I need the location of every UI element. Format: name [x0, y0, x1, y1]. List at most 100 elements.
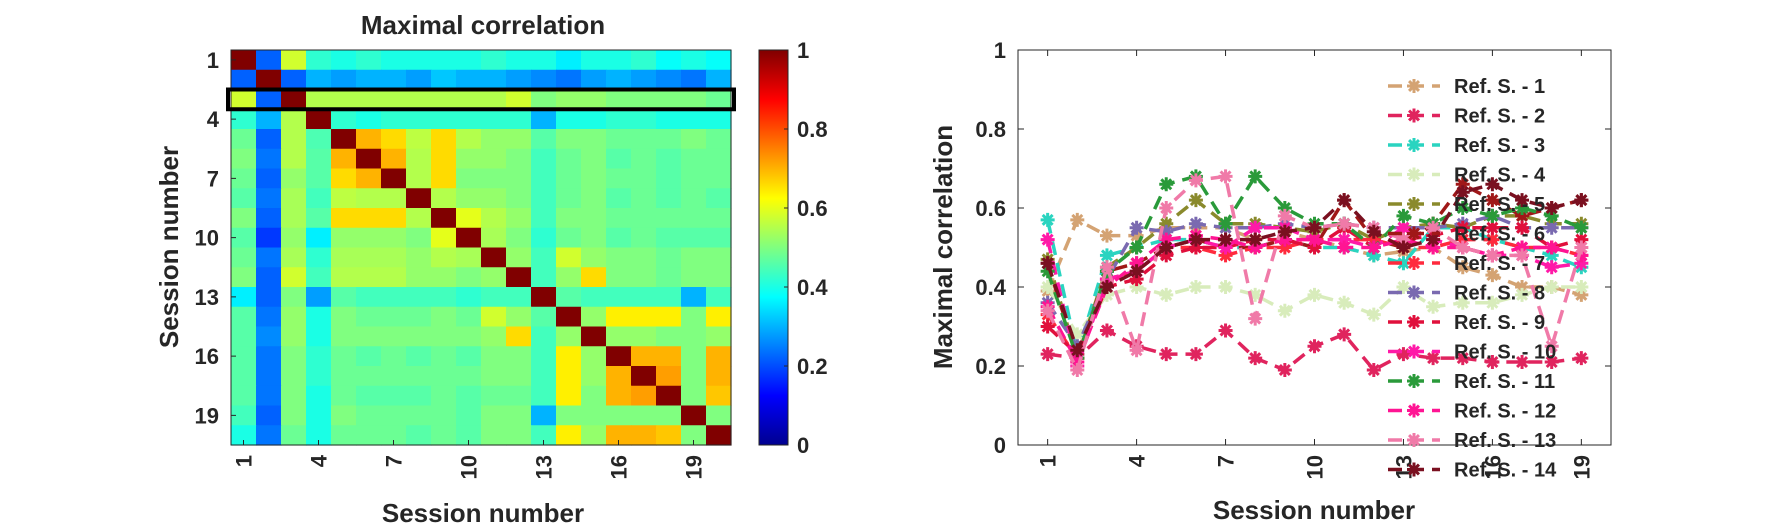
heatmap-cell	[231, 227, 257, 249]
line-point-marker	[1455, 260, 1470, 275]
heatmap-cell	[256, 188, 282, 209]
heatmap-y-tick-label: 1	[207, 48, 219, 73]
heatmap-y-tick-label: 19	[195, 403, 219, 428]
heatmap-cell	[531, 129, 557, 150]
heatmap-cell	[356, 405, 382, 426]
line-y-tick-label: 0	[994, 433, 1006, 458]
legend-label: Ref. S. - 14	[1454, 460, 1557, 482]
heatmap-cell	[306, 50, 332, 71]
heatmap-cell	[381, 306, 407, 328]
heatmap-cell	[606, 227, 632, 249]
line-point-marker	[1407, 108, 1421, 123]
line-point-marker	[1307, 339, 1322, 354]
legend-label: Ref. S. - 8	[1454, 283, 1545, 305]
heatmap-cell	[331, 129, 357, 150]
heatmap-cell	[331, 405, 357, 426]
heatmap-x-ticks: 1 4 7 10 13 16 19	[232, 440, 707, 479]
heatmap-cell	[231, 405, 257, 426]
heatmap-cell	[306, 208, 332, 229]
heatmap-cell	[506, 109, 532, 130]
heatmap-cell	[681, 50, 707, 71]
heatmap-cell	[256, 227, 282, 249]
line-x-tick-label: 10	[1303, 455, 1328, 479]
line-x-label: Session number	[1213, 495, 1415, 525]
line-point-marker	[1426, 351, 1441, 366]
heatmap-cell	[506, 89, 532, 110]
line-point-marker	[1366, 232, 1381, 247]
heatmap-cell	[256, 129, 282, 150]
heatmap-cell	[431, 227, 457, 249]
line-point-marker	[1574, 220, 1589, 235]
heatmap-cell	[706, 69, 732, 91]
heatmap-cell	[606, 69, 632, 91]
heatmap-cell	[581, 346, 607, 367]
heatmap-x-tick-label: 10	[457, 455, 482, 479]
heatmap-cell	[231, 306, 257, 328]
heatmap-cell	[456, 168, 482, 189]
heatmap-cell	[681, 109, 707, 130]
colorbar-box	[758, 49, 789, 446]
heatmap-cell	[356, 346, 382, 367]
heatmap-cell	[306, 287, 332, 308]
heatmap-cell	[306, 247, 332, 268]
heatmap-cell	[681, 89, 707, 110]
heatmap-cell	[506, 366, 532, 387]
heatmap-cell	[481, 306, 507, 328]
heatmap-y-tick-label: 4	[207, 107, 220, 132]
heatmap-cell	[706, 267, 732, 288]
line-point-marker	[1426, 299, 1441, 314]
heatmap-cell	[681, 227, 707, 249]
legend-entry: Ref. S. - 10	[1388, 342, 1556, 364]
heatmap-cell	[281, 405, 307, 426]
line-point-marker	[1040, 347, 1055, 362]
heatmap-cell	[431, 287, 457, 308]
heatmap-cell	[606, 326, 632, 347]
heatmap-cell	[381, 267, 407, 288]
line-point-marker	[1515, 240, 1530, 255]
line-point-marker	[1407, 285, 1421, 300]
heatmap-cell	[281, 425, 307, 446]
heatmap-cell	[331, 109, 357, 130]
line-point-marker	[1544, 260, 1559, 275]
heatmap-cell	[606, 148, 632, 170]
heatmap-cell	[456, 208, 482, 229]
heatmap-cell	[531, 168, 557, 189]
line-point-marker	[1515, 287, 1530, 302]
heatmap-cell	[456, 50, 482, 71]
heatmap-cell	[456, 267, 482, 288]
heatmap-cell	[231, 188, 257, 209]
heatmap-cell	[306, 385, 332, 407]
heatmap-cell	[506, 405, 532, 426]
heatmap-cell	[356, 168, 382, 189]
heatmap-cell	[481, 326, 507, 347]
heatmap-cell	[681, 267, 707, 288]
heatmap-cell	[281, 208, 307, 229]
heatmap-cell	[506, 306, 532, 328]
heatmap-cell	[331, 50, 357, 71]
heatmap-cell	[231, 425, 257, 446]
heatmap-cell	[606, 425, 632, 446]
heatmap-cell	[481, 247, 507, 268]
line-point-marker	[1544, 240, 1559, 255]
heatmap-cell	[406, 366, 432, 387]
heatmap-cell	[631, 385, 657, 407]
heatmap-cell	[631, 405, 657, 426]
heatmap-cell	[281, 227, 307, 249]
heatmap-cell	[456, 306, 482, 328]
line-point-marker	[1159, 287, 1174, 302]
heatmap-cell	[306, 346, 332, 367]
heatmap-cell	[631, 227, 657, 249]
line-point-marker	[1307, 240, 1322, 255]
heatmap-cell	[656, 405, 682, 426]
heatmap-cell	[281, 109, 307, 130]
line-point-marker	[1188, 173, 1203, 188]
colorbar-gradient	[759, 50, 788, 445]
legend-label: Ref. S. - 11	[1454, 371, 1555, 393]
heatmap-cell	[581, 306, 607, 328]
heatmap-cell	[481, 366, 507, 387]
heatmap-cell	[281, 168, 307, 189]
line-point-marker	[1188, 232, 1203, 247]
heatmap-cell	[306, 326, 332, 347]
heatmap-cell	[556, 287, 582, 308]
heatmap-cell	[681, 168, 707, 189]
